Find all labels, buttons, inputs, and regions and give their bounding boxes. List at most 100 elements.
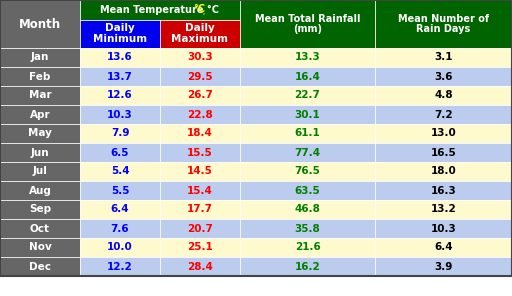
Text: 5.4: 5.4	[111, 166, 130, 176]
Text: Apr: Apr	[30, 110, 50, 120]
Text: 15.4: 15.4	[187, 186, 213, 195]
Text: 20.7: 20.7	[187, 223, 213, 234]
Bar	[0, 143, 80, 162]
Text: 15.5: 15.5	[187, 147, 213, 157]
Text: 30.1: 30.1	[294, 110, 321, 120]
Bar	[160, 86, 240, 105]
Bar	[375, 143, 512, 162]
Bar	[80, 105, 160, 124]
Text: 26.7: 26.7	[187, 91, 213, 101]
Bar	[240, 162, 375, 181]
Bar	[375, 200, 512, 219]
Text: 5.5: 5.5	[111, 186, 129, 195]
Bar	[160, 105, 240, 124]
Bar	[240, 105, 375, 124]
Bar	[375, 67, 512, 86]
Text: 28.4: 28.4	[187, 261, 213, 271]
Text: 21.6: 21.6	[294, 242, 321, 252]
Bar	[240, 67, 375, 86]
Bar	[375, 86, 512, 105]
Bar	[80, 238, 160, 257]
Text: Mean Total Rainfall: Mean Total Rainfall	[255, 14, 360, 24]
Text: 63.5: 63.5	[294, 186, 321, 195]
Text: Sep: Sep	[29, 205, 51, 215]
Text: 10.3: 10.3	[107, 110, 133, 120]
Text: 16.5: 16.5	[431, 147, 456, 157]
Bar	[0, 257, 80, 276]
Bar	[240, 238, 375, 257]
Text: 25.1: 25.1	[187, 242, 213, 252]
Bar	[80, 124, 160, 143]
Text: Dec: Dec	[29, 261, 51, 271]
Bar	[240, 86, 375, 105]
Text: Feb: Feb	[29, 72, 51, 81]
Text: 29.5: 29.5	[187, 72, 213, 81]
Text: 10.0: 10.0	[107, 242, 133, 252]
Text: 30.3: 30.3	[187, 52, 213, 62]
Bar	[0, 105, 80, 124]
Bar	[80, 86, 160, 105]
Text: 12.2: 12.2	[107, 261, 133, 271]
Text: 22.8: 22.8	[187, 110, 213, 120]
Text: 13.7: 13.7	[107, 72, 133, 81]
Text: 7.2: 7.2	[434, 110, 453, 120]
Text: Daily: Daily	[105, 23, 135, 33]
Bar	[375, 124, 512, 143]
Text: 61.1: 61.1	[294, 128, 321, 139]
Text: Jul: Jul	[33, 166, 48, 176]
Bar	[160, 48, 240, 67]
Bar	[0, 0, 80, 48]
Bar	[240, 143, 375, 162]
Bar	[80, 143, 160, 162]
Bar	[160, 200, 240, 219]
Text: °C: °C	[193, 4, 205, 15]
Text: Mar: Mar	[29, 91, 51, 101]
Bar	[160, 67, 240, 86]
Text: 10.3: 10.3	[431, 223, 456, 234]
Bar	[160, 143, 240, 162]
Bar	[0, 86, 80, 105]
Text: 13.3: 13.3	[294, 52, 321, 62]
Text: 14.5: 14.5	[187, 166, 213, 176]
Text: 77.4: 77.4	[294, 147, 321, 157]
Text: Mean Temperature °C: Mean Temperature °C	[100, 5, 220, 15]
Bar	[375, 257, 512, 276]
Bar	[80, 200, 160, 219]
Text: 12.6: 12.6	[107, 91, 133, 101]
Text: 17.7: 17.7	[187, 205, 213, 215]
Bar	[0, 162, 80, 181]
Text: 76.5: 76.5	[294, 166, 321, 176]
Text: 13.0: 13.0	[431, 128, 456, 139]
Text: Minimum: Minimum	[93, 34, 147, 44]
Text: Mean Number of: Mean Number of	[398, 14, 489, 24]
Bar	[160, 124, 240, 143]
Text: Nov: Nov	[29, 242, 51, 252]
Bar	[80, 162, 160, 181]
Text: Oct: Oct	[30, 223, 50, 234]
Text: 6.4: 6.4	[434, 242, 453, 252]
Text: Month: Month	[19, 17, 61, 30]
Bar	[80, 219, 160, 238]
Text: 3.1: 3.1	[434, 52, 453, 62]
Bar	[160, 181, 240, 200]
Bar	[80, 181, 160, 200]
Bar	[0, 238, 80, 257]
Bar	[375, 238, 512, 257]
Bar	[375, 48, 512, 67]
Text: 13.2: 13.2	[431, 205, 456, 215]
Bar	[0, 124, 80, 143]
Bar	[375, 0, 512, 48]
Text: 7.6: 7.6	[111, 223, 130, 234]
Bar	[375, 162, 512, 181]
Bar	[375, 105, 512, 124]
Text: 16.3: 16.3	[431, 186, 456, 195]
Bar	[240, 219, 375, 238]
Bar	[80, 48, 160, 67]
Bar	[0, 48, 80, 67]
Text: May: May	[28, 128, 52, 139]
Bar	[0, 67, 80, 86]
Bar	[240, 48, 375, 67]
Bar	[0, 200, 80, 219]
Text: 4.8: 4.8	[434, 91, 453, 101]
Text: 18.4: 18.4	[187, 128, 213, 139]
